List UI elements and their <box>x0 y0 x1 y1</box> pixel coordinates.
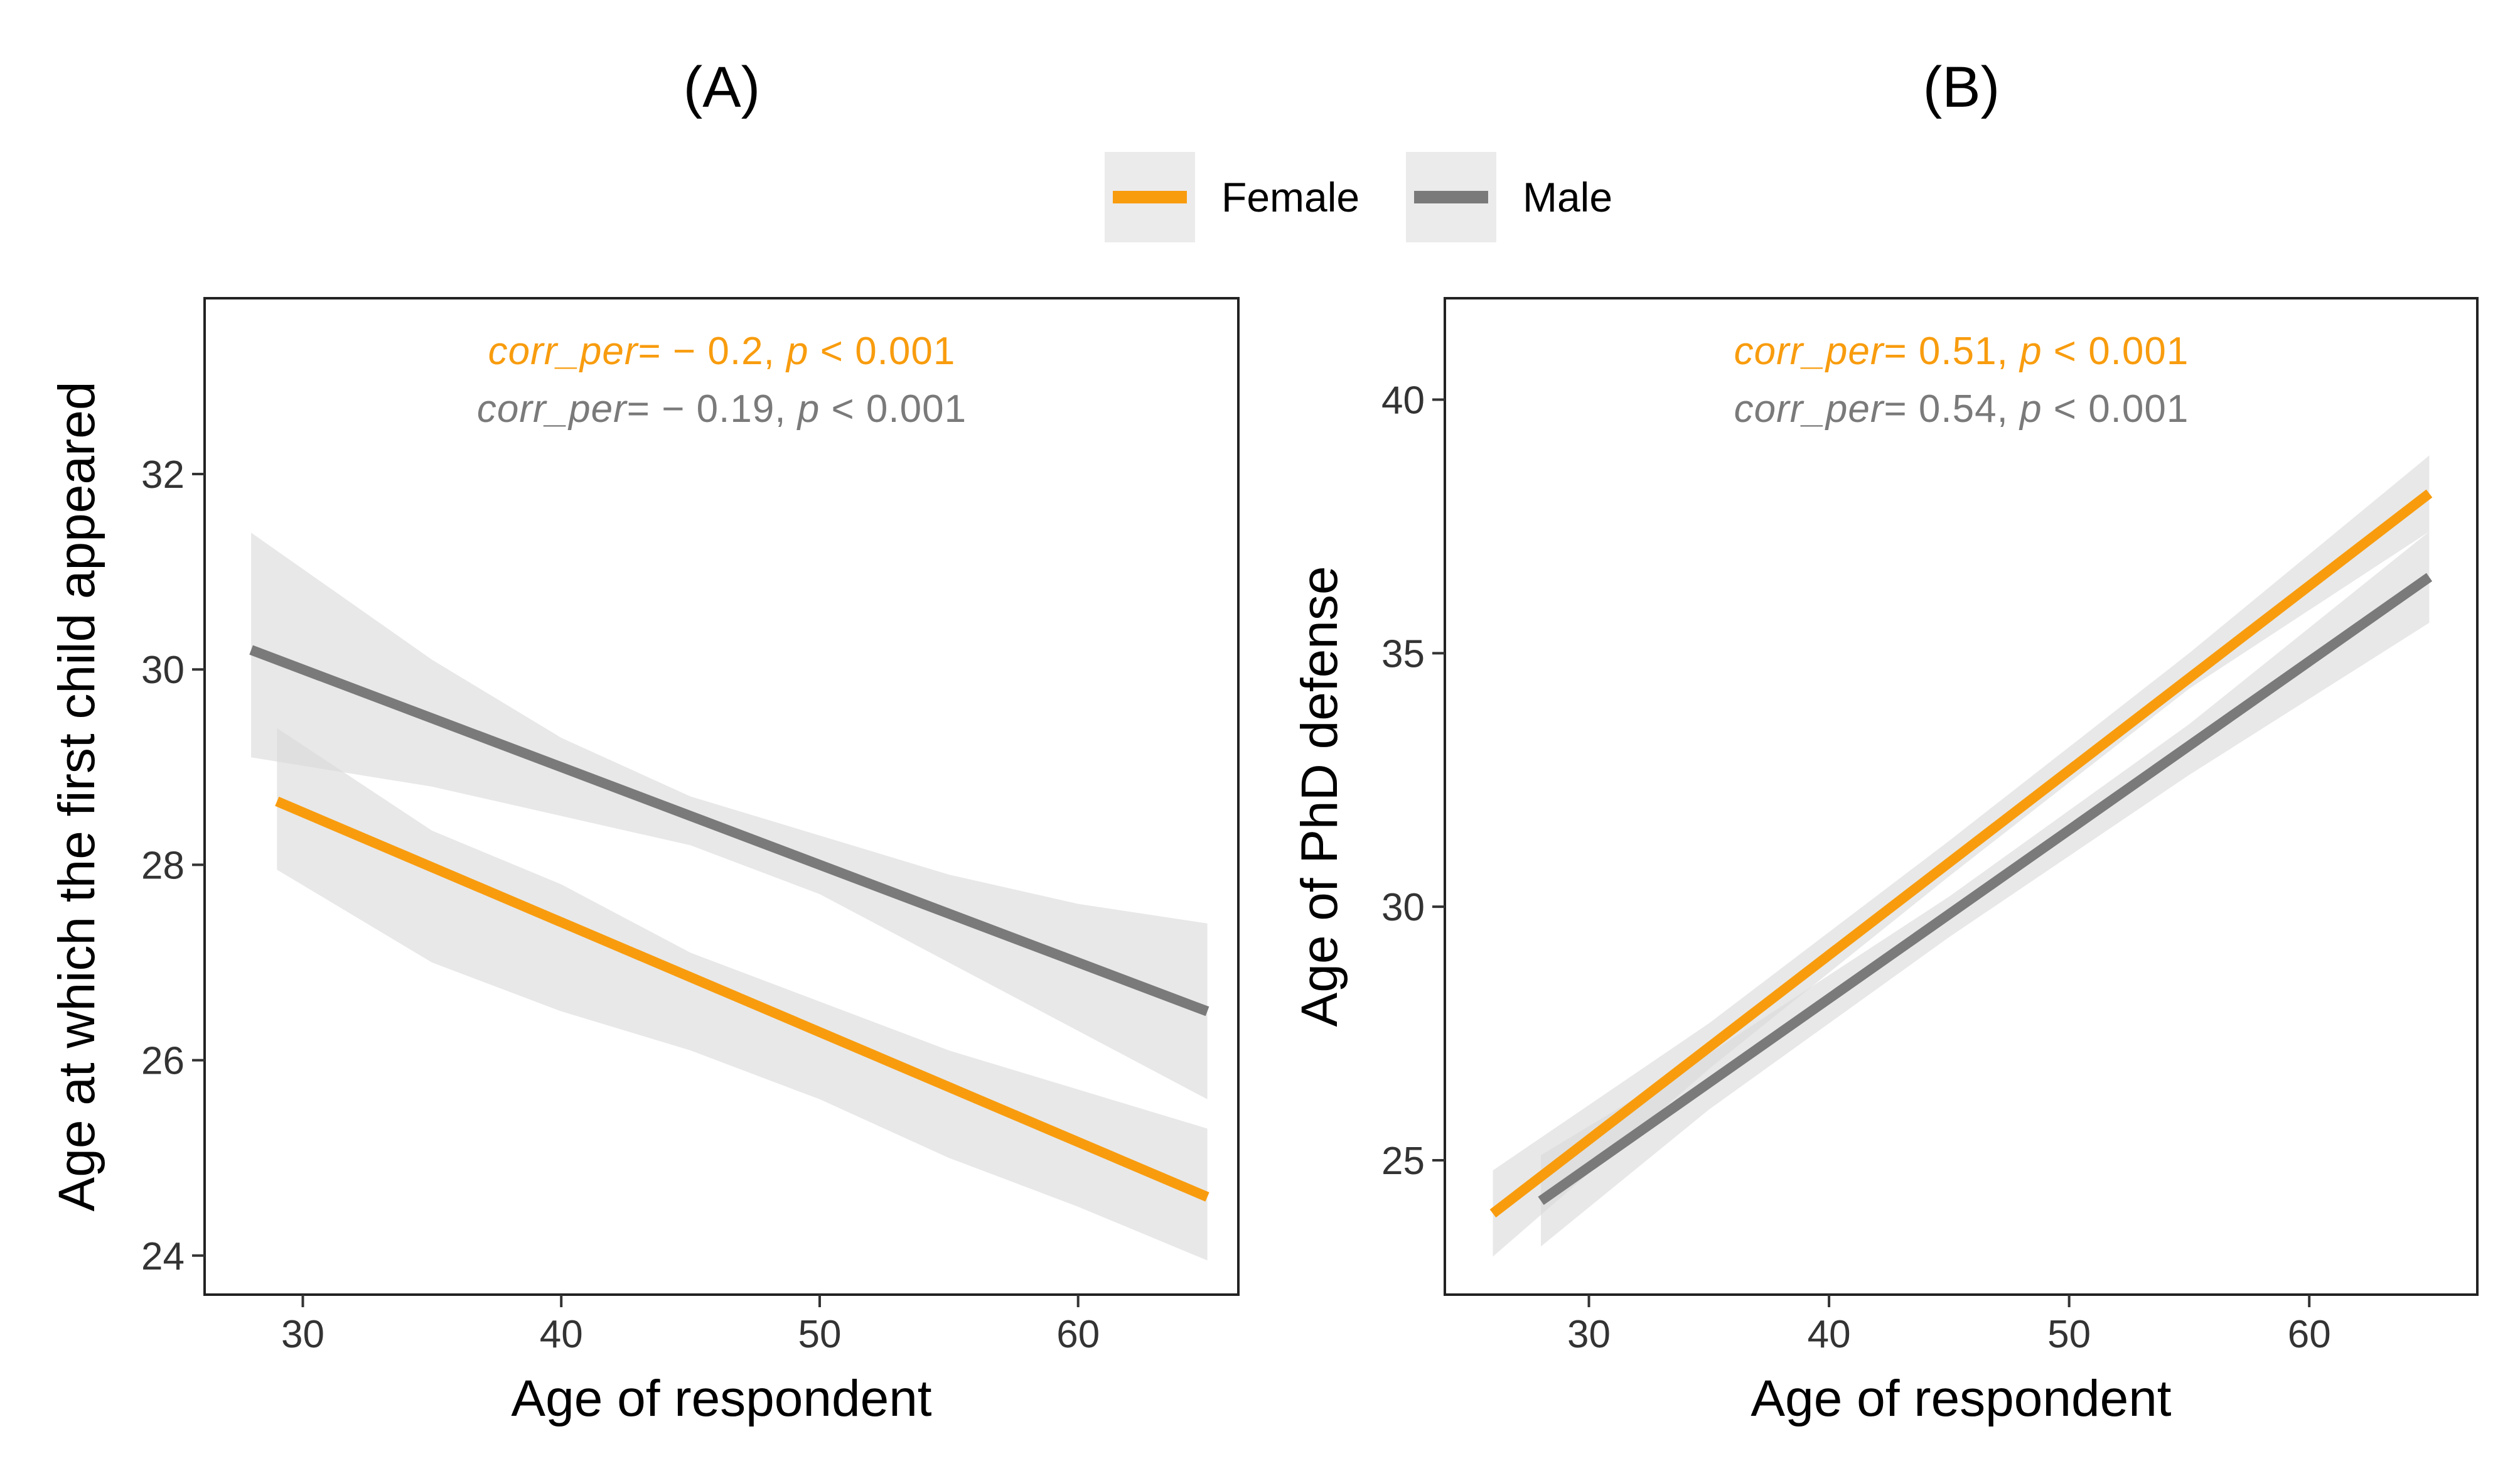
x-tick-label: 30 <box>281 1313 324 1356</box>
panel-a: (A) 30 40 50 60 24 26 28 30 32 Age of respondent Ag… <box>48 55 1240 1427</box>
y-tick-label: 30 <box>141 649 185 692</box>
panel-title: (B) <box>1923 55 2000 119</box>
panel-title: (A) <box>684 55 761 119</box>
y-axis-title: Age of PhD defense <box>1291 566 1348 1027</box>
x-tick-label: 40 <box>1808 1313 1851 1356</box>
x-axis-title: Age of respondent <box>511 1370 931 1427</box>
annotation-value: = 0.54, <box>1884 387 2020 431</box>
y-tick-label: 25 <box>1381 1140 1425 1183</box>
annotation-p-label: p <box>796 387 820 431</box>
panel-border <box>1444 297 2479 1296</box>
annotation-value: = − 0.19, <box>627 387 798 431</box>
correlation-annotation-female: corr_per= − 0.2, p < 0.001 <box>488 330 956 373</box>
y-tick-label: 30 <box>1381 886 1425 929</box>
y-tick-label: 24 <box>141 1235 185 1278</box>
x-tick-label: 50 <box>2047 1313 2091 1356</box>
legend-label-male: Male <box>1523 174 1612 220</box>
y-tick-label: 40 <box>1381 379 1425 423</box>
x-tick-label: 60 <box>1056 1313 1100 1356</box>
x-axis-title: Age of respondent <box>1751 1370 2171 1427</box>
x-tick-label: 40 <box>540 1313 583 1356</box>
panel-border <box>203 297 1240 1296</box>
confidence-band-male <box>251 532 1208 1099</box>
plot-area <box>249 532 1209 1261</box>
x-tick-label: 60 <box>2288 1313 2331 1356</box>
annotation-p-value: < 0.001 <box>820 387 967 431</box>
annotation-value: = 0.51, <box>1884 330 2020 373</box>
annotation-p-label: p <box>785 330 808 373</box>
y-axis-title: Age at which the first child appeared <box>48 382 105 1212</box>
x-tick-label: 50 <box>798 1313 841 1356</box>
legend-label-female: Female <box>1221 174 1359 220</box>
y-tick-label: 28 <box>141 844 185 887</box>
annotation-value: = − 0.2, <box>638 330 787 373</box>
annotation-stat: corr_per <box>1734 387 1885 431</box>
annotation-stat: corr_per <box>1734 330 1885 373</box>
correlation-annotation-male: corr_per= − 0.19, p < 0.001 <box>477 387 967 431</box>
annotation-stat: corr_per <box>488 330 639 373</box>
plot-area <box>1489 455 2433 1257</box>
x-tick-label: 30 <box>1567 1313 1611 1356</box>
regression-line-female <box>1489 489 2433 1218</box>
y-tick-label: 32 <box>141 453 185 497</box>
panel-b: (B) 30 40 50 60 25 30 35 40 Age of respondent Age … <box>1291 55 2479 1427</box>
y-tick-label: 35 <box>1381 632 1425 676</box>
regression-line-male <box>249 645 1209 1017</box>
annotation-p-label: p <box>2019 330 2042 373</box>
annotation-p-value: < 0.001 <box>2042 387 2189 431</box>
annotation-p-label: p <box>2019 387 2042 431</box>
regression-line-female <box>275 796 1209 1202</box>
y-tick-label: 26 <box>141 1040 185 1083</box>
regression-line-male <box>1538 573 2433 1205</box>
annotation-p-value: < 0.001 <box>2042 330 2189 373</box>
correlation-annotation-male: corr_per= 0.54, p < 0.001 <box>1734 387 2189 431</box>
annotation-stat: corr_per <box>477 387 628 431</box>
annotation-p-value: < 0.001 <box>809 330 956 373</box>
legend: Female Male <box>1105 152 1612 242</box>
correlation-annotation-female: corr_per= 0.51, p < 0.001 <box>1734 330 2189 373</box>
